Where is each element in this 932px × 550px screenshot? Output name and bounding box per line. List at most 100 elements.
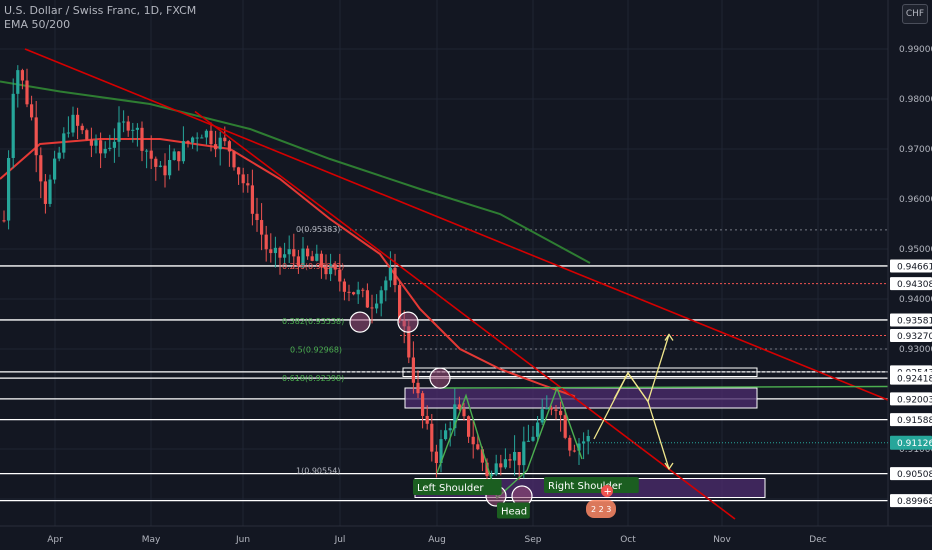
price-level-label: 0.92003 [897,395,932,405]
candle-body [154,158,158,167]
price-level-label: 0.94661 [897,262,932,272]
candle-body [398,285,402,321]
candle-body [140,127,144,151]
candle-body [559,410,563,416]
candle-body [103,148,107,154]
candle-body [342,281,346,292]
candle-body [209,130,213,145]
candle-body [260,220,264,235]
fib-label: 0.5(0.92968) [290,346,342,355]
candle-body [264,234,268,250]
currency-button[interactable]: CHF [902,4,928,24]
price-level-label: 0.93581 [897,316,932,326]
right-shoulder-label-bg [544,477,639,493]
long-trend-line [24,48,889,401]
candle-body [177,151,181,162]
left-shoulder-label: Left Shoulder [417,483,484,494]
candle-body [255,213,259,221]
candle-body [462,409,466,417]
price-level-label: 0.94308 [897,280,932,290]
candle-body [310,256,314,261]
ema-lines [0,80,591,398]
candle-body [306,248,310,257]
candle-body [145,150,149,152]
candle-body [80,125,84,131]
candle-body [554,409,558,411]
price-level-tag [890,467,932,481]
candle-body [71,114,75,133]
candle-body [315,253,319,261]
candle-body [338,269,342,282]
last-price-label: 0.91126 [897,439,932,449]
candle-body [476,444,480,450]
candle-body [195,137,199,139]
x-tick-label: Oct [620,535,636,545]
price-level-tag [890,313,932,327]
candle-body [218,137,222,150]
candle-body [471,436,475,445]
candle-body [62,133,66,153]
arrow-head-icon [664,333,674,341]
candle-body [94,140,98,146]
candle-body [586,436,590,442]
candle-body [416,382,420,394]
candle-body [457,404,461,410]
candle-body [53,158,57,180]
candle-body [30,104,34,118]
candle-body [572,450,576,452]
ema-50-line [0,138,576,398]
candle-body [43,181,47,204]
x-tick-label: Sep [525,535,542,545]
candle-body [241,174,245,184]
neckline [439,385,889,389]
candle-body [411,357,415,383]
candle-body [582,441,586,444]
ideas-badge [586,500,616,518]
candle-body [131,129,135,131]
candle-body [214,144,218,150]
candle-body [370,307,374,309]
candle-body [568,437,572,451]
candle-body [287,249,291,255]
candle-body [453,404,457,429]
candle-body [384,280,388,291]
candle-body [89,139,93,146]
candle-body [269,249,273,254]
candle-body [545,407,549,410]
candle-body [540,409,544,423]
candle-body [66,132,70,134]
candle-body [7,157,11,221]
candle-body [517,451,521,466]
x-tick-label: Aug [428,535,446,545]
head-label-bg [497,502,530,519]
x-tick-label: Apr [47,535,63,545]
candle-body [563,415,567,438]
indicator-label[interactable]: EMA 50/200 [4,18,71,31]
candle-body [503,459,507,468]
candle-body [485,462,489,477]
symbol-title[interactable]: U.S. Dollar / Swiss Franc, 1D, FXCM [4,4,197,17]
candle-body [296,256,300,266]
candle-body [352,292,356,295]
candle-body [181,141,185,162]
candle-body [467,416,471,437]
price-level-tag [890,392,932,406]
time-axis: Apr May Jun Jul Aug Sep Oct Nov Dec [0,525,932,550]
candle-body [191,137,195,143]
candle-body [425,415,429,424]
highlight-circle [397,311,419,333]
right-shoulder-label: Right Shoulder [548,481,623,492]
candle-body [499,463,503,468]
candle-body [149,150,153,159]
candle-body [158,165,162,167]
candle-body [163,165,167,176]
x-tick-label: May [142,535,161,545]
candle-body [329,264,333,275]
